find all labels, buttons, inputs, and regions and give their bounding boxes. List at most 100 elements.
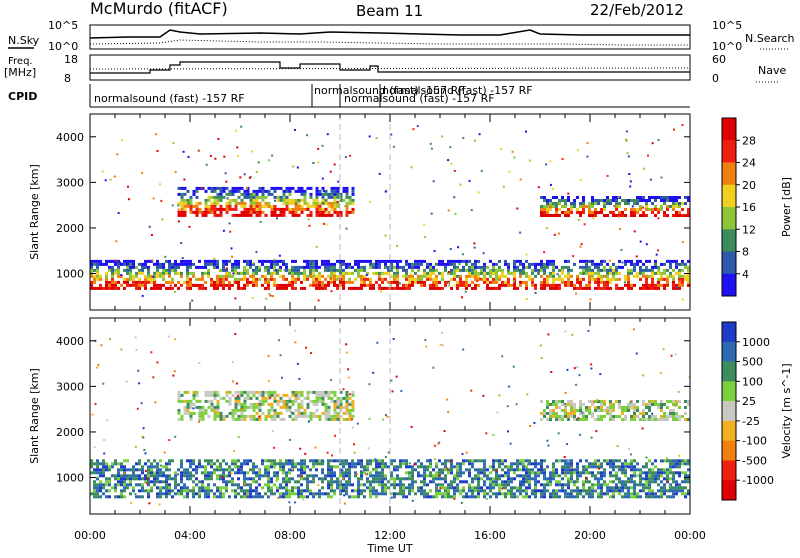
heatmap-cell [670, 354, 673, 357]
heatmap-cell [579, 400, 582, 403]
heatmap-cell [150, 489, 153, 493]
heatmap-cell [558, 459, 561, 463]
heatmap-cell [249, 192, 253, 196]
heatmap-cell [322, 190, 325, 193]
heatmap-cell [162, 471, 165, 475]
heatmap-cell [225, 277, 228, 281]
heatmap-cell [219, 277, 222, 281]
heatmap-cell [594, 462, 597, 466]
heatmap-cell [288, 480, 291, 484]
heatmap-cell [588, 211, 591, 214]
heatmap-cell [231, 186, 235, 190]
heatmap-cell [156, 361, 159, 364]
heatmap-cell [384, 190, 387, 193]
heatmap-cell [347, 368, 350, 371]
heatmap-cell [195, 393, 199, 397]
heatmap-cell [447, 411, 450, 414]
heatmap-cell [630, 214, 633, 217]
heatmap-cell [507, 483, 510, 487]
heatmap-cell [183, 204, 187, 208]
heatmap-cell [168, 474, 171, 478]
heatmap-cell [375, 495, 378, 499]
heatmap-cell [447, 489, 450, 493]
heatmap-cell [192, 468, 195, 472]
heatmap-cell [651, 492, 654, 496]
heatmap-cell [552, 274, 555, 278]
heatmap-cell [564, 409, 567, 412]
heatmap-cell [369, 265, 372, 269]
heatmap-cell [294, 280, 297, 284]
heatmap-cell [678, 271, 681, 275]
heatmap-cell [447, 271, 450, 273]
heatmap-cell [525, 265, 528, 269]
heatmap-cell [495, 274, 498, 278]
heatmap-cell [93, 486, 96, 490]
heatmap-cell [594, 489, 597, 493]
colorbar-segment [722, 251, 736, 275]
heatmap-cell [351, 201, 355, 205]
heatmap-cell [567, 412, 570, 415]
heatmap-cell [522, 271, 525, 275]
heatmap-cell [591, 474, 594, 478]
heatmap-cell [540, 214, 543, 217]
heatmap-cell [405, 277, 408, 281]
heatmap-cell [186, 402, 190, 406]
heatmap-cell [183, 213, 187, 217]
heatmap-cell [120, 492, 123, 496]
heatmap-cell [345, 210, 349, 214]
heatmap-cell [228, 207, 232, 211]
heatmap-cell [294, 492, 297, 496]
heatmap-cell [459, 492, 462, 496]
heatmap-cell [236, 154, 239, 157]
heatmap-cell [219, 492, 222, 496]
heatmap-cell [270, 459, 273, 463]
heatmap-cell [600, 259, 603, 263]
heatmap-cell [531, 280, 534, 284]
heatmap-cell [222, 262, 225, 266]
heatmap-cell [411, 265, 414, 269]
heatmap-cell [132, 283, 135, 287]
heatmap-cell [501, 355, 504, 358]
heatmap-cell [540, 400, 543, 403]
heatmap-cell [660, 400, 663, 403]
heatmap-cell [378, 265, 381, 269]
heatmap-cell [561, 403, 564, 406]
heatmap-cell [444, 480, 447, 484]
heatmap-cell [345, 480, 348, 484]
heatmap-cell [441, 262, 444, 266]
heatmap-cell [309, 262, 312, 266]
heatmap-cell [570, 208, 573, 211]
heatmap-cell [576, 274, 579, 278]
heatmap-cell [240, 402, 244, 406]
heatmap-cell [624, 480, 627, 484]
heatmap-cell [486, 280, 489, 284]
heatmap-cell [603, 409, 606, 412]
heatmap-cell [588, 465, 591, 469]
heatmap-cell [666, 471, 669, 475]
heatmap-cell [657, 471, 660, 475]
heatmap-cell [330, 290, 333, 293]
colorbar-segment [722, 162, 736, 186]
heatmap-cell [639, 483, 642, 487]
heatmap-cell [663, 196, 666, 199]
heatmap-cell [108, 268, 111, 272]
heatmap-cell [588, 492, 591, 496]
heatmap-cell [654, 471, 657, 475]
heatmap-cell [642, 419, 645, 421]
heatmap-cell [567, 274, 570, 278]
heatmap-cell [303, 277, 306, 281]
heatmap-cell [393, 259, 396, 263]
heatmap-cell [252, 414, 256, 418]
heatmap-cell [243, 474, 246, 478]
heatmap-cell [435, 477, 438, 481]
heatmap-cell [276, 471, 279, 475]
heatmap-cell [642, 214, 645, 217]
heatmap-cell [569, 493, 572, 496]
heatmap-cell [267, 380, 270, 383]
heatmap-cell [105, 462, 108, 466]
heatmap-cell [147, 274, 150, 278]
heatmap-cell [240, 393, 244, 397]
heatmap-cell [675, 400, 678, 403]
heatmap-cell [621, 199, 624, 202]
heatmap-cell [591, 471, 594, 475]
